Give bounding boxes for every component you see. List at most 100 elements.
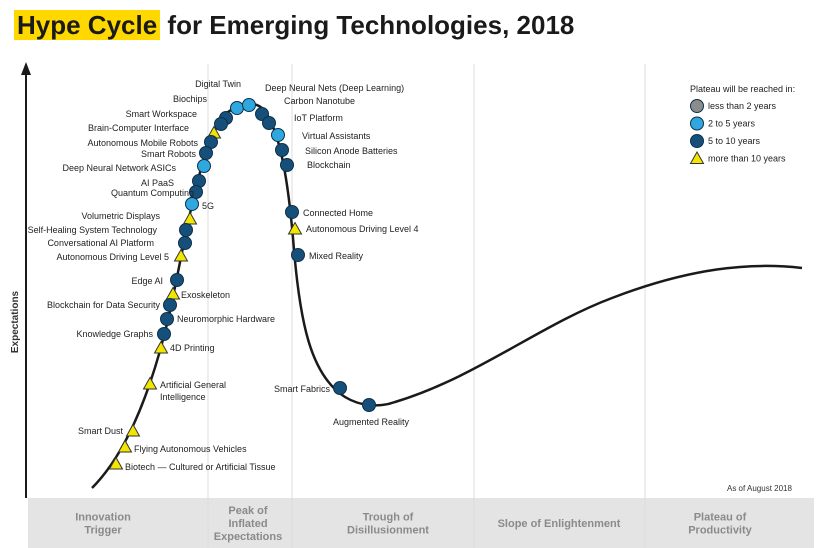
tech-label: Autonomous Mobile Robots: [87, 138, 198, 148]
phase-label-plateau-of-productivity: Plateau of: [694, 512, 747, 524]
tech-label: Virtual Assistants: [302, 131, 371, 141]
tech-conversational-ai-platform: Conversational AI Platform: [47, 236, 192, 250]
tech-marker: [163, 298, 177, 312]
tech-marker: [280, 158, 294, 172]
legend-label: 5 to 10 years: [708, 136, 761, 146]
tech-quantum-computing: Quantum Computing: [111, 185, 203, 199]
tech-marker: [242, 98, 256, 112]
tech-label: Volumetric Displays: [81, 211, 160, 221]
tech-label: Smart Workspace: [126, 109, 197, 119]
tech-label: IoT Platform: [294, 113, 343, 123]
legend-marker: [690, 116, 704, 131]
tech-silicon-anode-batteries: Silicon Anode Batteries: [275, 143, 398, 157]
tech-biotech-cultured-or-artificial-tissue: Biotech — Cultured or Artificial Tissue: [108, 456, 276, 472]
legend-label: less than 2 years: [708, 101, 777, 111]
tech-brain-computer-interface: Brain-Computer Interface: [88, 123, 222, 139]
tech-volumetric-displays: Volumetric Displays: [81, 211, 198, 225]
tech-autonomous-mobile-robots: Autonomous Mobile Robots: [87, 135, 218, 149]
legend-marker: [689, 150, 705, 164]
tech-label: Biochips: [173, 94, 208, 104]
tech-marker: [182, 211, 198, 225]
technology-markers: Digital Twin Deep Neural Nets (Deep Learn…: [28, 79, 419, 472]
tech-marker: [291, 248, 305, 262]
tech-flying-autonomous-vehicles: Flying Autonomous Vehicles: [117, 439, 247, 454]
tech-marker: [271, 128, 285, 142]
tech-marker: [142, 376, 158, 390]
tech-knowledge-graphs: Knowledge Graphs: [76, 327, 171, 341]
tech-mixed-reality: Mixed Reality: [291, 248, 364, 262]
tech-label: Blockchain: [307, 160, 351, 170]
phase-label-trough-of-disillusionment: Disillusionment: [347, 525, 429, 537]
legend: Plateau will be reached in: less than 2 y…: [689, 84, 795, 164]
tech-marker: [287, 221, 303, 235]
tech-label: Self-Healing System Technology: [28, 225, 158, 235]
phase-band-bg: [28, 498, 814, 548]
legend-item-5-to-10-years: 5 to 10 years: [690, 134, 761, 148]
tech-marker: [230, 101, 244, 115]
tech-label: Exoskeleton: [181, 290, 230, 300]
tech-label: Quantum Computing: [111, 188, 194, 198]
legend-item-less-than-2-years: less than 2 years: [690, 99, 777, 113]
tech-5g: 5G: [185, 197, 214, 211]
tech-exoskeleton: Exoskeleton: [165, 286, 230, 300]
tech-marker: [285, 205, 299, 219]
tech-label: Silicon Anode Batteries: [305, 146, 398, 156]
y-axis-arrow: [21, 62, 31, 75]
as-of-date: As of August 2018: [727, 484, 792, 493]
tech-label: Autonomous Driving Level 4: [306, 224, 419, 234]
phase-label-innovation-trigger: Innovation: [75, 512, 131, 524]
tech-smart-workspace: Smart Workspace: [126, 109, 228, 131]
tech-marker: [214, 117, 228, 131]
tech-label: Brain-Computer Interface: [88, 123, 189, 133]
tech-label: Edge AI: [131, 276, 163, 286]
phase-label-peak-of-inflated-expectations: Inflated: [228, 518, 267, 530]
legend-item-more-than-10-years: more than 10 years: [689, 150, 786, 164]
tech-marker: [179, 223, 193, 237]
tech-virtual-assistants: Virtual Assistants: [271, 128, 371, 142]
tech-blockchain-for-data-security: Blockchain for Data Security: [47, 298, 177, 312]
tech-deep-neural-network-asics: Deep Neural Network ASICs: [62, 159, 211, 173]
tech-marker: [199, 146, 213, 160]
tech-deep-neural-nets-deep-learning: Deep Neural Nets (Deep Learning): [242, 83, 404, 112]
tech-artificial-general-intelligence: Artificial General Intelligence: [142, 376, 226, 402]
axes: Expectations: [10, 62, 31, 498]
tech-label: Deep Neural Nets (Deep Learning): [265, 83, 404, 93]
tech-label: Neuromorphic Hardware: [177, 314, 275, 324]
title-highlight: Hype Cycle: [14, 10, 161, 40]
tech-label: Smart Fabrics: [274, 384, 331, 394]
tech-marker: [153, 340, 169, 354]
phase-label-peak-of-inflated-expectations: Peak of: [228, 505, 267, 517]
tech-marker: [173, 248, 189, 262]
tech-label: Conversational AI Platform: [47, 238, 154, 248]
tech-marker: [125, 423, 141, 437]
tech-label: AI PaaS: [141, 178, 174, 188]
tech-autonomous-driving-level-4: Autonomous Driving Level 4: [287, 221, 419, 235]
tech-label: Knowledge Graphs: [76, 329, 153, 339]
tech-label: Connected Home: [303, 208, 373, 218]
phase-label-trough-of-disillusionment: Trough of: [363, 512, 414, 524]
tech-marker: [362, 398, 376, 412]
tech-label: Blockchain for Data Security: [47, 300, 161, 310]
tech-connected-home: Connected Home: [285, 205, 373, 219]
tech-marker: [117, 439, 133, 453]
tech-label: Flying Autonomous Vehicles: [134, 444, 247, 454]
tech-marker: [108, 456, 124, 470]
tech-label: Smart Robots: [141, 149, 197, 159]
tech-augmented-reality: Augmented Reality: [333, 398, 410, 427]
tech-autonomous-driving-level-5: Autonomous Driving Level 5: [56, 248, 189, 262]
legend-label: more than 10 years: [708, 154, 786, 164]
tech-label: Deep Neural Network ASICs: [62, 163, 176, 173]
legend-label: 2 to 5 years: [708, 119, 756, 129]
tech-marker: [185, 197, 199, 211]
phase-label-slope-of-enlightenment: Slope of Enlightenment: [498, 518, 621, 530]
tech-label: Smart Dust: [78, 426, 124, 436]
tech-smart-robots: Smart Robots: [141, 146, 213, 160]
tech-label: 4D Printing: [170, 343, 215, 353]
legend-marker: [690, 99, 704, 113]
tech-label: Biotech — Cultured or Artificial Tissue: [125, 462, 276, 472]
tech-marker: [178, 236, 192, 250]
tech-edge-ai: Edge AI: [131, 273, 184, 287]
tech-label: Carbon Nanotube: [284, 96, 355, 106]
tech-marker: [157, 327, 171, 341]
